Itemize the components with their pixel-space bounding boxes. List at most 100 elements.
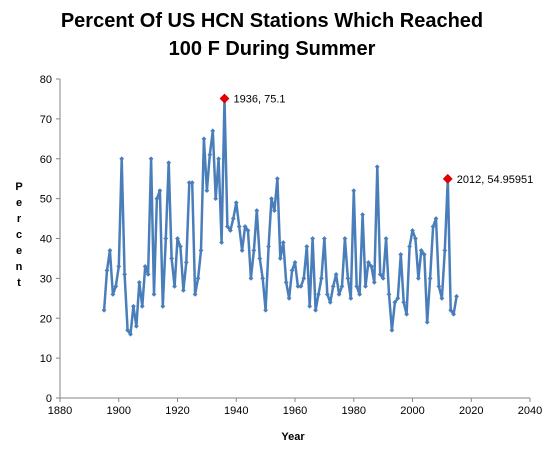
y-tick-label: 70 bbox=[40, 114, 52, 126]
data-point bbox=[357, 291, 363, 297]
data-point bbox=[257, 256, 263, 261]
annotation-label: 1936, 75.1 bbox=[234, 94, 286, 106]
data-point bbox=[136, 279, 142, 285]
data-point bbox=[122, 271, 128, 277]
data-point bbox=[407, 244, 412, 249]
data-point bbox=[377, 271, 383, 277]
data-point bbox=[189, 180, 195, 186]
data-point bbox=[436, 283, 442, 289]
x-axis-label: Year bbox=[281, 431, 305, 443]
data-point bbox=[354, 283, 360, 289]
data-point bbox=[307, 303, 313, 309]
data-point bbox=[251, 248, 257, 253]
data-point bbox=[169, 256, 175, 261]
data-point bbox=[269, 196, 274, 202]
x-tick-label: 1880 bbox=[48, 405, 72, 417]
x-tick-label: 2000 bbox=[400, 405, 424, 417]
data-point bbox=[272, 208, 277, 213]
data-point bbox=[295, 283, 301, 289]
y-tick-label: 40 bbox=[40, 234, 52, 246]
data-point bbox=[148, 156, 154, 162]
data-point bbox=[277, 256, 283, 261]
data-point bbox=[374, 164, 380, 170]
data-point bbox=[395, 295, 401, 301]
data-point bbox=[219, 240, 224, 245]
highlight-marker bbox=[442, 173, 453, 184]
data-point bbox=[371, 279, 377, 285]
data-point bbox=[207, 152, 213, 158]
annotations: 1936, 75.1 2012, 54.95951 bbox=[219, 93, 533, 186]
data-point bbox=[172, 283, 177, 289]
y-tick-label: 20 bbox=[40, 313, 52, 325]
data-point bbox=[133, 323, 139, 329]
data-point bbox=[198, 248, 204, 253]
data-point bbox=[254, 208, 260, 213]
data-point bbox=[283, 279, 289, 285]
y-tick-labels: 0 10 20 30 40 50 60 70 80 bbox=[40, 74, 52, 405]
data-point bbox=[160, 303, 166, 309]
series-line bbox=[102, 97, 458, 336]
data-point bbox=[210, 128, 216, 134]
data-point bbox=[451, 311, 457, 317]
data-point bbox=[248, 275, 254, 281]
data-point bbox=[345, 275, 351, 281]
data-point bbox=[216, 156, 222, 162]
data-points bbox=[101, 96, 459, 337]
data-point bbox=[298, 283, 304, 289]
axes bbox=[56, 78, 531, 402]
highlight-marker bbox=[219, 93, 230, 104]
data-point bbox=[427, 275, 433, 281]
x-tick-label: 1940 bbox=[224, 405, 248, 417]
x-tick-label: 2020 bbox=[459, 405, 483, 417]
data-point bbox=[151, 291, 157, 297]
y-tick-label: 50 bbox=[40, 194, 52, 206]
data-point bbox=[178, 244, 183, 249]
data-point bbox=[433, 216, 439, 221]
data-point bbox=[180, 287, 186, 293]
data-point bbox=[389, 327, 395, 333]
data-point bbox=[324, 291, 330, 297]
data-point bbox=[430, 224, 436, 229]
data-point bbox=[266, 244, 271, 249]
data-point bbox=[351, 188, 357, 194]
data-point bbox=[415, 275, 421, 281]
data-point bbox=[360, 212, 365, 217]
data-point bbox=[260, 275, 266, 281]
y-tick-label: 80 bbox=[40, 74, 52, 86]
data-point bbox=[119, 156, 125, 162]
data-point bbox=[398, 252, 404, 257]
data-point bbox=[107, 248, 113, 253]
data-point bbox=[418, 248, 424, 253]
x-tick-label: 2040 bbox=[518, 405, 542, 417]
data-point bbox=[101, 307, 107, 313]
data-point bbox=[233, 200, 239, 206]
data-point bbox=[236, 224, 242, 229]
data-point bbox=[313, 307, 318, 313]
data-point bbox=[339, 283, 345, 289]
y-tick-label: 60 bbox=[40, 154, 52, 166]
data-point bbox=[274, 176, 280, 182]
x-tick-label: 1900 bbox=[107, 405, 131, 417]
y-tick-label: 30 bbox=[40, 273, 52, 285]
x-tick-labels: 1880 1900 1920 1940 1960 1980 2000 2020 2040 bbox=[48, 405, 542, 417]
x-tick-label: 1980 bbox=[342, 405, 366, 417]
data-point bbox=[301, 275, 307, 281]
chart-title-line2: 100 F During Summer bbox=[169, 38, 376, 60]
data-point bbox=[363, 283, 368, 289]
data-point bbox=[348, 295, 354, 301]
y-tick-label: 0 bbox=[46, 393, 52, 405]
data-point bbox=[280, 240, 286, 245]
data-point bbox=[204, 188, 210, 194]
data-point bbox=[201, 136, 207, 142]
data-point bbox=[336, 291, 342, 297]
data-point bbox=[192, 291, 198, 297]
data-point bbox=[454, 293, 459, 299]
data-point bbox=[195, 275, 201, 281]
data-point bbox=[410, 228, 415, 233]
data-point bbox=[310, 236, 316, 241]
data-point bbox=[139, 303, 145, 309]
data-point bbox=[286, 295, 292, 301]
data-point bbox=[386, 291, 392, 297]
y-tick-label: 10 bbox=[40, 353, 52, 365]
